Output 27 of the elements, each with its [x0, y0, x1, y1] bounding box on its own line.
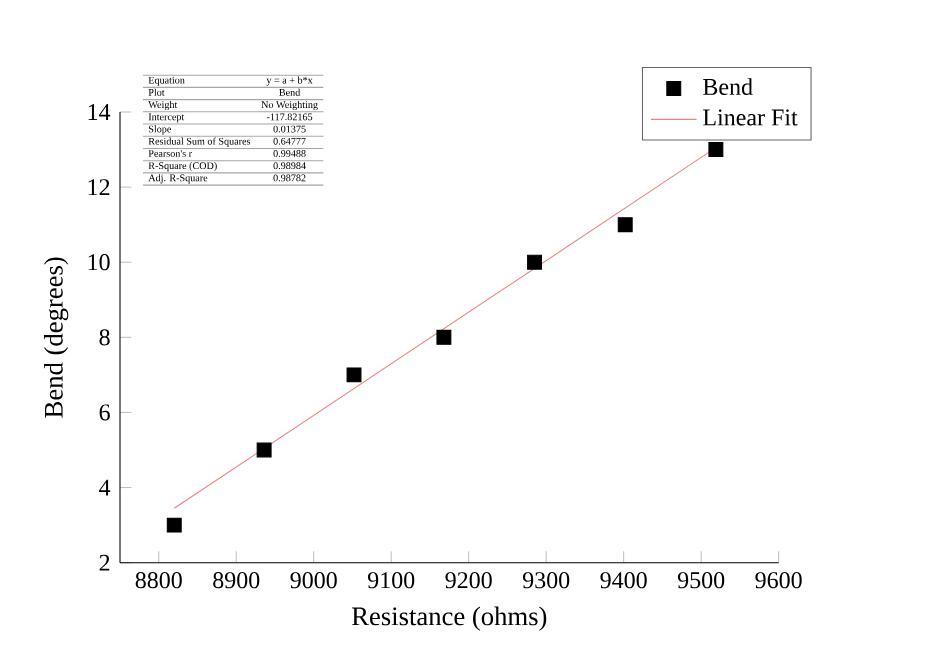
- x-tick-label: 9600: [755, 572, 802, 589]
- point: [617, 217, 633, 233]
- x-tick-label: 9400: [600, 572, 647, 589]
- y-tick-label: 2: [99, 554, 110, 571]
- x-tick-label: 8800: [135, 572, 182, 589]
- point: [346, 367, 362, 383]
- x-tick-label: 8900: [213, 572, 260, 589]
- y-tick-label: 14: [88, 104, 111, 120]
- point: [436, 329, 452, 345]
- x-tick-label: 9200: [445, 572, 492, 589]
- y-tick-label: 8: [99, 329, 110, 346]
- x-tick-label: 9300: [522, 572, 570, 589]
- point: [256, 442, 272, 458]
- x-tick-label: 9100: [367, 572, 415, 589]
- legend-label: Bend: [703, 78, 753, 96]
- point: [708, 142, 724, 158]
- y-axis-title: Bend (degrees): [43, 257, 69, 418]
- y-tick-label: 10: [88, 254, 110, 271]
- y-tick-label: 4: [99, 479, 111, 496]
- x-tick-label: 9000: [290, 572, 337, 589]
- point: [166, 517, 182, 533]
- y-tick-label: 6: [99, 404, 110, 421]
- legend-label: Linear Fit: [703, 109, 798, 126]
- point: [527, 254, 543, 270]
- x-axis-title: Resistance (ohms): [351, 606, 547, 631]
- x-tick-label: 9500: [677, 572, 725, 589]
- y-tick-label: 12: [88, 179, 110, 196]
